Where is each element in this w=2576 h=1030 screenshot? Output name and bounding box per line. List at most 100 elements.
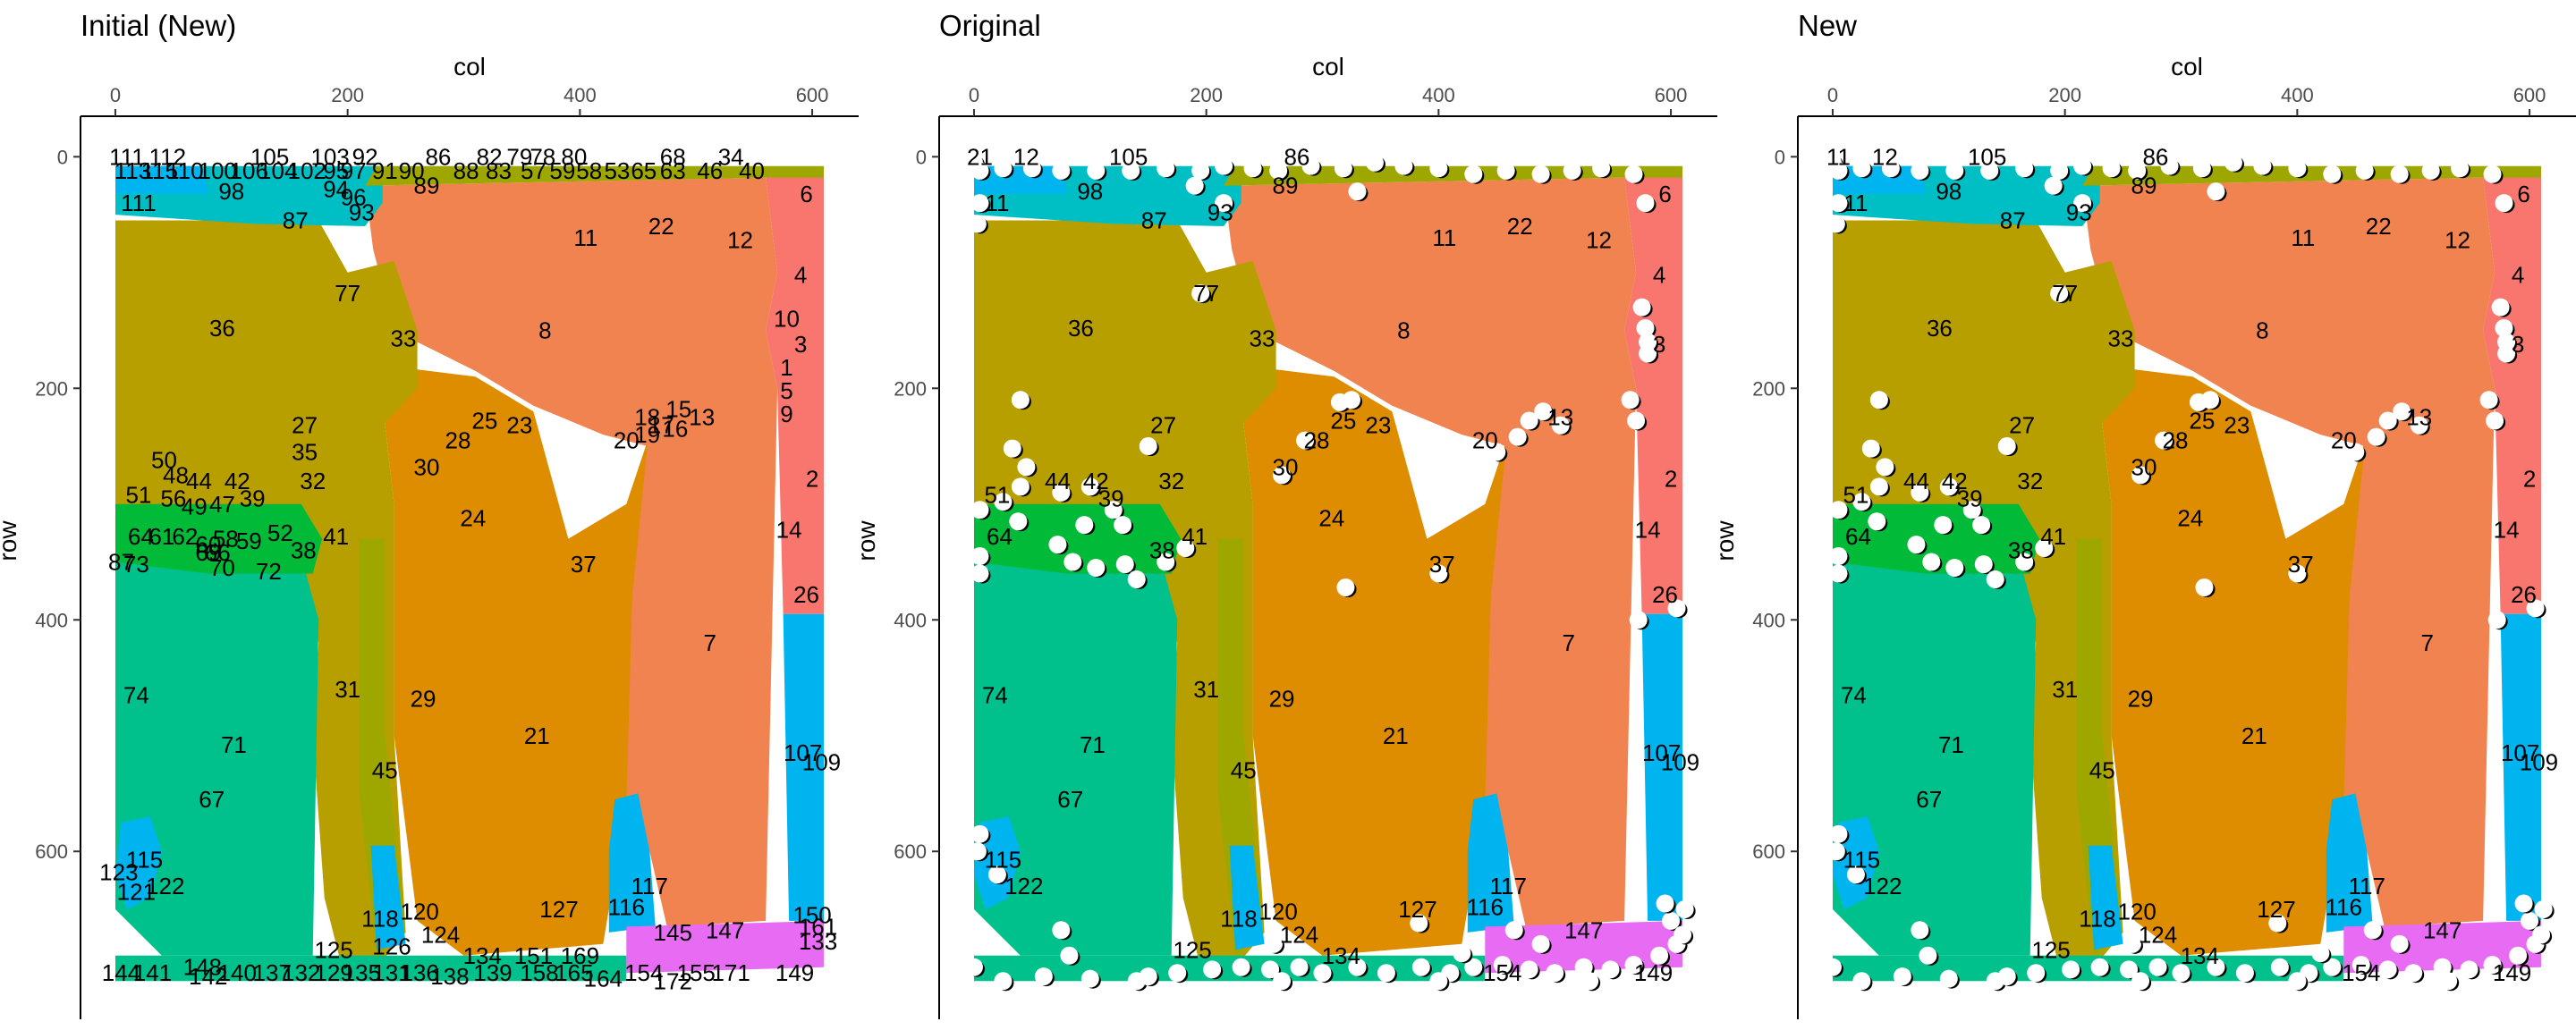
point-marker xyxy=(1157,553,1175,571)
region-label: 23 xyxy=(506,412,532,439)
region-label: 106 xyxy=(230,157,268,184)
point-marker xyxy=(1945,161,1964,180)
region-fill-13 xyxy=(608,793,656,933)
region-label: 66 xyxy=(205,539,231,566)
region-label: 61 xyxy=(148,523,174,550)
region-label: 38 xyxy=(291,537,317,564)
point-marker xyxy=(2439,972,2458,991)
region-label: 11 xyxy=(1843,190,1868,216)
y-tick-label: 0 xyxy=(1775,146,1785,168)
region-label: 89 xyxy=(413,173,439,199)
point-marker xyxy=(2050,284,2069,303)
point-marker xyxy=(1203,960,1222,979)
region-label: 57 xyxy=(521,157,547,184)
region-label: 24 xyxy=(1318,504,1344,531)
region-label: 127 xyxy=(2257,896,2295,923)
region-fill-5 xyxy=(1833,220,2135,967)
region-label: 151 xyxy=(514,942,553,969)
point-marker xyxy=(2534,899,2553,918)
x-tick-label: 400 xyxy=(2281,84,2314,106)
point-marker xyxy=(1551,416,1570,435)
region-label: 147 xyxy=(2423,916,2462,943)
point-marker xyxy=(1348,182,1367,201)
region-label: 118 xyxy=(2079,905,2115,932)
region-label: 120 xyxy=(2117,899,2156,925)
region-label: 112 xyxy=(149,143,186,170)
region-label: 33 xyxy=(2108,325,2134,352)
point-marker xyxy=(1313,964,1332,983)
region-label: 98 xyxy=(1936,178,1962,205)
point-marker xyxy=(970,824,989,843)
point-marker xyxy=(1922,553,1941,571)
region-label: 40 xyxy=(739,157,765,184)
point-marker xyxy=(2521,911,2539,930)
region-label: 105 xyxy=(250,143,289,170)
point-marker xyxy=(1632,298,1651,317)
point-marker xyxy=(970,501,989,519)
region-label: 49 xyxy=(182,493,208,519)
point-marker xyxy=(1080,969,1099,988)
region-label: 122 xyxy=(146,873,184,899)
x-tick-label: 0 xyxy=(110,84,121,106)
region-label: 22 xyxy=(1507,213,1533,240)
region-label: 164 xyxy=(584,966,623,992)
region-label: 31 xyxy=(2052,676,2078,703)
point-marker xyxy=(1919,946,1937,965)
point-marker xyxy=(2390,934,2409,953)
region-fill-3 xyxy=(2500,613,2541,921)
point-marker xyxy=(2131,466,2150,485)
point-marker xyxy=(2323,165,2342,183)
point-marker xyxy=(1945,559,1964,577)
point-marker xyxy=(2270,958,2289,976)
region-label: 97 xyxy=(341,157,367,184)
region-label: 17 xyxy=(648,412,674,439)
point-marker xyxy=(1934,516,1953,535)
point-marker xyxy=(2120,960,2139,979)
region-label: 116 xyxy=(2326,893,2362,920)
region-label: 19 xyxy=(634,421,660,448)
region-label: 21 xyxy=(524,722,550,749)
point-marker xyxy=(1662,911,1681,930)
point-marker xyxy=(2062,960,2080,979)
point-marker xyxy=(1348,958,1367,976)
point-marker xyxy=(2155,431,2174,450)
point-marker xyxy=(2404,964,2423,983)
region-label: 142 xyxy=(189,963,227,990)
y-tick-label: 0 xyxy=(916,146,927,168)
region-label: 10 xyxy=(774,306,800,333)
point-marker xyxy=(1052,483,1071,502)
point-marker xyxy=(2131,972,2150,991)
point-marker xyxy=(1464,958,1483,976)
region-label: 37 xyxy=(1429,551,1455,578)
point-marker xyxy=(1823,958,1842,976)
x-tick-label: 600 xyxy=(2513,84,2546,106)
region-label: 154 xyxy=(624,959,663,986)
region-label: 6 xyxy=(1658,181,1671,207)
point-marker xyxy=(1829,824,1848,843)
point-marker xyxy=(1122,161,1140,180)
region-label: 20 xyxy=(2331,427,2357,454)
point-marker xyxy=(1531,165,1550,183)
region-fill-8 xyxy=(115,503,323,574)
point-marker xyxy=(2491,298,2510,317)
region-label: 14 xyxy=(776,516,802,543)
region-label: 22 xyxy=(2366,213,2392,240)
region-label: 129 xyxy=(314,959,352,986)
x-tick-label: 200 xyxy=(331,84,364,106)
region-label: 125 xyxy=(1173,936,1211,963)
point-marker xyxy=(2015,553,2034,571)
region-label: 74 xyxy=(982,681,1008,708)
region-label: 12 xyxy=(1872,143,1898,170)
point-marker xyxy=(2035,538,2054,557)
point-marker xyxy=(1592,159,1611,178)
point-marker xyxy=(1520,960,1538,979)
region-label: 39 xyxy=(1957,485,1983,511)
point-marker xyxy=(1972,516,1991,535)
region-label: 58 xyxy=(576,157,602,184)
point-marker xyxy=(1911,161,1929,180)
point-marker xyxy=(2487,611,2506,629)
point-marker xyxy=(2433,958,2452,976)
region-label: 21 xyxy=(967,143,993,170)
region-label: 171 xyxy=(711,959,750,986)
point-marker xyxy=(1624,956,1643,975)
